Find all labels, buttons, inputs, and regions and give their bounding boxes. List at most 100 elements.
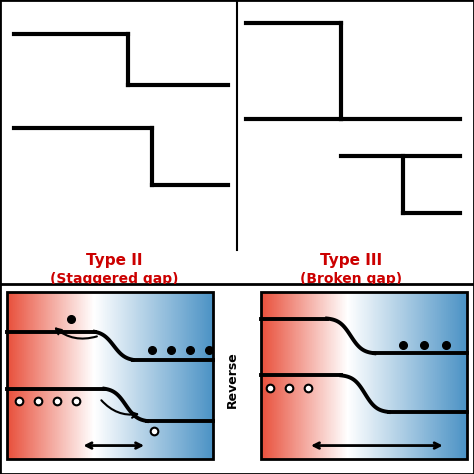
Bar <box>78 292 79 459</box>
Bar <box>202 292 203 459</box>
Bar <box>44 292 45 459</box>
Bar <box>170 292 171 459</box>
Bar <box>39 292 41 459</box>
Bar <box>298 292 299 459</box>
Bar <box>63 292 64 459</box>
Bar <box>88 292 89 459</box>
Bar <box>190 292 191 459</box>
Bar <box>369 292 371 459</box>
Bar <box>115 292 116 459</box>
Bar <box>306 292 307 459</box>
Bar <box>292 292 293 459</box>
Bar <box>411 292 412 459</box>
Bar <box>205 292 206 459</box>
Bar <box>20 292 21 459</box>
Bar <box>123 292 124 459</box>
Bar <box>415 292 416 459</box>
Bar <box>71 292 72 459</box>
Bar <box>136 292 137 459</box>
Bar <box>283 292 284 459</box>
Bar <box>265 292 266 459</box>
Bar <box>334 292 336 459</box>
Bar <box>314 292 315 459</box>
Bar <box>212 292 213 459</box>
Bar <box>153 292 154 459</box>
Bar <box>300 292 301 459</box>
Bar <box>207 292 208 459</box>
Bar <box>407 292 408 459</box>
Bar <box>7 292 8 459</box>
Bar <box>51 292 52 459</box>
Bar <box>19 292 20 459</box>
Bar <box>50 292 51 459</box>
Bar <box>365 292 366 459</box>
Bar <box>389 292 390 459</box>
Bar <box>66 292 67 459</box>
Bar <box>391 292 392 459</box>
Bar <box>288 292 289 459</box>
Bar <box>381 292 382 459</box>
Bar <box>103 292 104 459</box>
Bar <box>131 292 133 459</box>
Bar <box>208 292 209 459</box>
Bar <box>175 292 176 459</box>
Bar <box>363 292 364 459</box>
Bar <box>81 292 82 459</box>
Bar <box>47 292 48 459</box>
Bar <box>447 292 449 459</box>
Bar <box>9 292 10 459</box>
Bar <box>10 292 12 459</box>
Bar <box>334 292 335 459</box>
Bar <box>33 292 34 459</box>
Bar <box>324 292 325 459</box>
Bar <box>160 292 161 459</box>
Bar <box>430 292 431 459</box>
Bar <box>117 292 118 459</box>
Bar <box>13 292 14 459</box>
Bar <box>455 292 456 459</box>
Bar <box>76 292 78 459</box>
Bar <box>418 292 419 459</box>
Bar <box>191 292 192 459</box>
Text: Type III: Type III <box>319 253 382 268</box>
Bar <box>24 292 25 459</box>
Bar <box>209 292 210 459</box>
Bar <box>99 292 100 459</box>
Bar <box>101 292 102 459</box>
Bar <box>15 292 16 459</box>
Bar <box>349 292 350 459</box>
Bar <box>384 292 385 459</box>
Bar <box>93 292 94 459</box>
Bar <box>23 292 24 459</box>
Bar <box>209 292 210 459</box>
Bar <box>372 292 373 459</box>
Bar <box>108 292 109 459</box>
Bar <box>87 292 88 459</box>
Bar <box>120 292 121 459</box>
Bar <box>456 292 457 459</box>
Bar <box>175 292 177 459</box>
Bar <box>296 292 297 459</box>
Bar <box>198 292 199 459</box>
Bar <box>210 292 212 459</box>
Bar <box>42 292 43 459</box>
Bar <box>152 292 153 459</box>
Bar <box>419 292 420 459</box>
Bar <box>83 292 84 459</box>
Bar <box>461 292 462 459</box>
Bar <box>25 292 26 459</box>
Bar <box>28 292 29 459</box>
Bar <box>441 292 442 459</box>
Bar <box>97 292 98 459</box>
Bar <box>424 292 425 459</box>
Bar <box>261 292 263 459</box>
Bar <box>353 292 354 459</box>
Bar <box>52 292 53 459</box>
Bar <box>116 292 117 459</box>
Bar <box>204 292 205 459</box>
Bar <box>400 292 401 459</box>
Bar <box>125 292 127 459</box>
Bar <box>338 292 339 459</box>
Bar <box>305 292 306 459</box>
Bar <box>424 292 426 459</box>
